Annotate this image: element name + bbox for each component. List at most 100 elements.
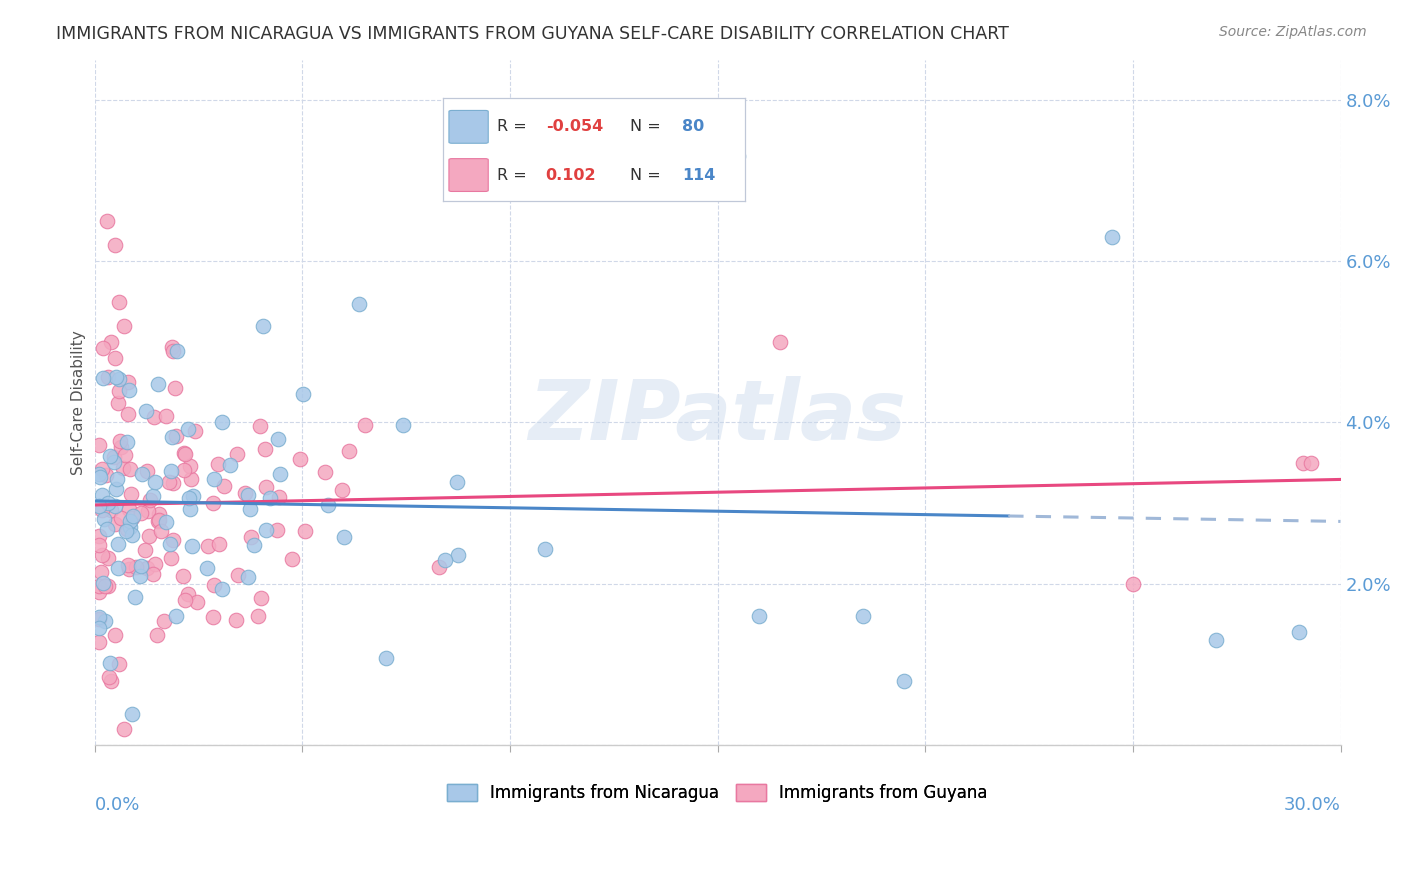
- Point: [146, 514, 169, 528]
- Point: [1301, 456, 1323, 470]
- Point: [121, 511, 143, 525]
- Point: [89, 499, 111, 513]
- Point: [87, 579, 110, 593]
- Point: [212, 479, 235, 493]
- Point: [114, 449, 136, 463]
- Point: [98, 449, 121, 463]
- Point: [87, 621, 110, 635]
- Point: [112, 318, 135, 333]
- Point: [145, 558, 167, 572]
- Point: [114, 524, 136, 538]
- FancyBboxPatch shape: [449, 159, 488, 192]
- Point: [162, 476, 184, 491]
- Point: [108, 372, 131, 386]
- Point: [253, 442, 276, 457]
- Point: [267, 433, 290, 447]
- Point: [290, 452, 312, 467]
- Point: [374, 651, 396, 665]
- Point: [100, 334, 122, 349]
- Point: [337, 443, 360, 458]
- Text: Source: ZipAtlas.com: Source: ZipAtlas.com: [1219, 25, 1367, 39]
- Point: [135, 404, 157, 418]
- Point: [100, 673, 122, 688]
- Point: [392, 417, 415, 432]
- Point: [100, 503, 122, 517]
- Point: [225, 613, 247, 627]
- Point: [266, 523, 288, 537]
- Point: [97, 551, 120, 566]
- Point: [120, 514, 142, 528]
- Point: [318, 498, 340, 512]
- Point: [160, 430, 183, 444]
- Text: R =: R =: [498, 168, 533, 183]
- Point: [122, 509, 145, 524]
- Point: [447, 548, 470, 562]
- Text: R =: R =: [498, 120, 533, 135]
- Point: [117, 375, 139, 389]
- Point: [107, 396, 129, 410]
- Legend: Immigrants from Nicaragua, Immigrants from Guyana: Immigrants from Nicaragua, Immigrants fr…: [440, 777, 994, 809]
- Point: [160, 550, 183, 565]
- Point: [120, 487, 142, 501]
- Point: [118, 462, 141, 476]
- Point: [87, 634, 110, 648]
- Point: [104, 517, 127, 532]
- Point: [179, 458, 201, 473]
- Text: N =: N =: [630, 168, 666, 183]
- Point: [349, 297, 371, 311]
- Point: [134, 543, 156, 558]
- Point: [89, 469, 111, 483]
- Point: [250, 591, 273, 606]
- Point: [104, 499, 127, 513]
- Point: [202, 472, 225, 486]
- Point: [259, 491, 281, 505]
- Point: [226, 447, 249, 461]
- Point: [433, 553, 456, 567]
- Point: [91, 576, 114, 591]
- Point: [267, 490, 290, 504]
- Point: [219, 458, 242, 472]
- Point: [243, 538, 266, 552]
- Point: [129, 569, 152, 583]
- Point: [201, 496, 224, 510]
- Point: [162, 343, 184, 358]
- Point: [179, 502, 201, 516]
- Point: [235, 486, 257, 500]
- Point: [139, 492, 162, 507]
- Point: [208, 537, 231, 551]
- Point: [108, 294, 131, 309]
- Point: [211, 415, 233, 429]
- Point: [769, 334, 792, 349]
- Point: [135, 560, 157, 574]
- Point: [91, 371, 114, 385]
- Point: [124, 591, 146, 605]
- Point: [254, 523, 277, 537]
- Point: [90, 565, 112, 579]
- Point: [104, 351, 127, 365]
- Point: [107, 537, 129, 551]
- Point: [98, 670, 121, 684]
- Point: [105, 472, 128, 486]
- Point: [184, 424, 207, 438]
- Point: [159, 536, 181, 550]
- Point: [427, 560, 450, 574]
- Text: ZIPatlas: ZIPatlas: [529, 376, 907, 457]
- Point: [104, 482, 127, 496]
- Point: [112, 461, 135, 475]
- Text: IMMIGRANTS FROM NICARAGUA VS IMMIGRANTS FROM GUYANA SELF-CARE DISABILITY CORRELA: IMMIGRANTS FROM NICARAGUA VS IMMIGRANTS …: [56, 25, 1010, 43]
- Point: [446, 475, 468, 490]
- Point: [202, 578, 225, 592]
- Point: [142, 489, 165, 503]
- Point: [117, 558, 139, 572]
- Text: -0.054: -0.054: [546, 120, 603, 135]
- Point: [96, 214, 118, 228]
- Point: [104, 370, 127, 384]
- Text: 0.102: 0.102: [546, 168, 596, 183]
- Point: [148, 507, 170, 521]
- Point: [121, 527, 143, 541]
- Point: [353, 418, 375, 433]
- Point: [148, 513, 170, 527]
- Point: [1101, 230, 1123, 244]
- Point: [236, 570, 259, 584]
- Point: [136, 504, 159, 518]
